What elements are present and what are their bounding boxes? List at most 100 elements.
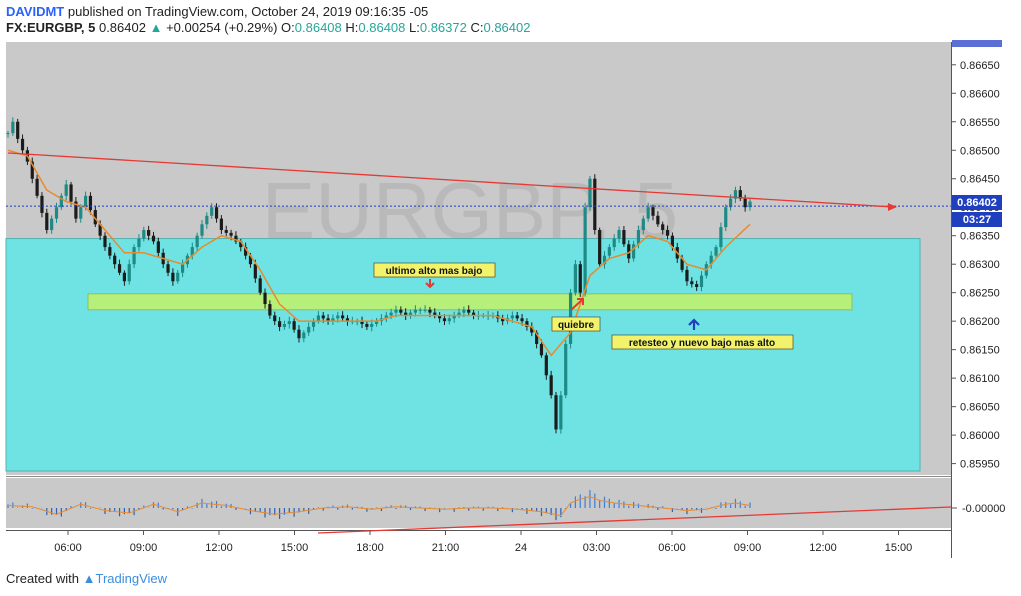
- close-value: 0.86402: [483, 20, 531, 35]
- time-tick-label: 06:00: [658, 542, 686, 554]
- candle-body: [239, 241, 243, 248]
- time-tick-label: 09:00: [734, 542, 762, 554]
- candle-body: [442, 318, 447, 322]
- red-up-right-arrow-icon: [570, 298, 584, 311]
- candle-body: [680, 258, 684, 270]
- high-label: H:: [345, 20, 359, 35]
- candle-body: [699, 275, 704, 287]
- time-tick-label: 21:00: [432, 542, 460, 554]
- oscillator-trendline[interactable]: [317, 506, 952, 534]
- oscillator-axis-label: -0.00000: [951, 503, 1005, 515]
- countdown-tag: 03:27: [952, 212, 1002, 227]
- last-price-tag: 0.86402: [952, 195, 1002, 210]
- candle-body: [554, 395, 558, 430]
- candle-body: [156, 241, 160, 253]
- candle-body: [360, 321, 364, 325]
- tradingview-brand-link[interactable]: TradingView: [95, 571, 168, 586]
- high-value: 0.86408: [358, 20, 406, 35]
- time-tick-label: 24: [515, 542, 527, 554]
- price-tick-label: 0.86600: [960, 88, 1000, 100]
- candle-body: [214, 207, 219, 219]
- candle-body: [69, 184, 73, 202]
- candle-body: [297, 329, 301, 339]
- candle-body: [273, 315, 277, 322]
- ohlc-line: FX:EURGBP, 5 0.86402 ▲ +0.00254 (+0.29%)…: [6, 20, 530, 36]
- candle-body: [510, 315, 514, 319]
- candle-body: [544, 355, 548, 376]
- annotation-last-lower-high[interactable]: ultimo alto mas bajo: [373, 262, 496, 289]
- time-tick-label: 03:00: [583, 542, 611, 554]
- price-axis[interactable]: 0.86650 0.86600 0.86550 0.86500 0.86450 0.864…: [951, 60, 1000, 471]
- candle-body: [433, 312, 437, 316]
- candle-body: [447, 318, 451, 322]
- candle-body: [74, 201, 78, 219]
- red-down-arrow-icon: [425, 279, 435, 289]
- price-tick-label: 0.86200: [960, 316, 1000, 328]
- price-tick-label: 0.86000: [960, 430, 1000, 442]
- footer: Created with ▲TradingView: [6, 571, 167, 586]
- candle-body: [709, 255, 713, 265]
- candle-body: [205, 215, 209, 225]
- demand-zone[interactable]: [5, 238, 921, 472]
- candle-body: [122, 272, 126, 282]
- candle-body: [627, 244, 631, 259]
- candle-body: [137, 238, 141, 248]
- candle-body: [612, 238, 616, 248]
- candle-body: [733, 190, 738, 199]
- candle-body: [428, 309, 432, 313]
- annotation-retest[interactable]: retesteo y nuevo bajo mas alto: [611, 318, 794, 350]
- annotation-break[interactable]: quiebre: [551, 298, 601, 332]
- candle-body: [176, 272, 180, 282]
- symbol-label: FX:EURGBP, 5: [6, 20, 96, 35]
- author-link[interactable]: DAVIDMT: [6, 4, 65, 19]
- annotation-retest-text: retesteo y nuevo bajo mas alto: [629, 338, 775, 349]
- publish-info: published on TradingView.com, October 24…: [67, 4, 429, 19]
- candle-body: [399, 309, 403, 313]
- candle-body: [287, 321, 291, 325]
- candle-body: [54, 207, 59, 219]
- low-label: L:: [409, 20, 420, 35]
- candle-body: [457, 312, 461, 316]
- price-change: +0.00254 (+0.29%): [166, 20, 278, 35]
- candle-body: [45, 212, 49, 231]
- price-tick-label: 0.86250: [960, 288, 1000, 300]
- price-tick-label: 0.86650: [960, 60, 1000, 72]
- time-tick-label: 12:00: [809, 542, 837, 554]
- candle-body: [515, 315, 519, 319]
- upper-trendline[interactable]: [7, 152, 894, 208]
- candle-body: [743, 198, 747, 208]
- candle-body: [525, 321, 529, 327]
- price-tick-label: 0.86450: [960, 174, 1000, 186]
- oscillator-pane[interactable]: [6, 478, 951, 528]
- time-axis[interactable]: 06:00 09:00 12:00 15:00 18:00 21:00 24 03:00 06:…: [54, 530, 912, 554]
- top-price-tag: [952, 40, 1002, 47]
- candle-body: [423, 309, 427, 311]
- candle-body: [253, 264, 257, 279]
- candle-body: [535, 332, 539, 344]
- candle-body: [171, 272, 175, 282]
- candle-body: [98, 224, 102, 236]
- candle-body: [365, 324, 369, 327]
- retest-zone[interactable]: [87, 293, 853, 311]
- price-tick-label: 0.86550: [960, 117, 1000, 129]
- annotation-break-text: quiebre: [558, 320, 595, 331]
- candle-body: [210, 207, 214, 216]
- candle-body: [607, 247, 611, 256]
- candle-body: [602, 255, 607, 265]
- candle-body: [311, 321, 316, 327]
- created-with-text: Created with: [6, 571, 79, 586]
- candle-body: [738, 190, 742, 199]
- candle-body: [258, 278, 262, 293]
- candle-body: [6, 133, 10, 135]
- candle-body: [83, 195, 88, 208]
- candle-body: [219, 218, 223, 231]
- candle-body: [661, 224, 665, 231]
- price-tick-label: 0.86050: [960, 402, 1000, 414]
- price-tick-label: 0.86150: [960, 345, 1000, 357]
- candle-body: [248, 255, 253, 265]
- candle-body: [408, 312, 413, 316]
- candle-body: [578, 264, 582, 293]
- candle-body: [302, 332, 306, 339]
- chart-header: DAVIDMT published on TradingView.com, Oc…: [6, 4, 530, 36]
